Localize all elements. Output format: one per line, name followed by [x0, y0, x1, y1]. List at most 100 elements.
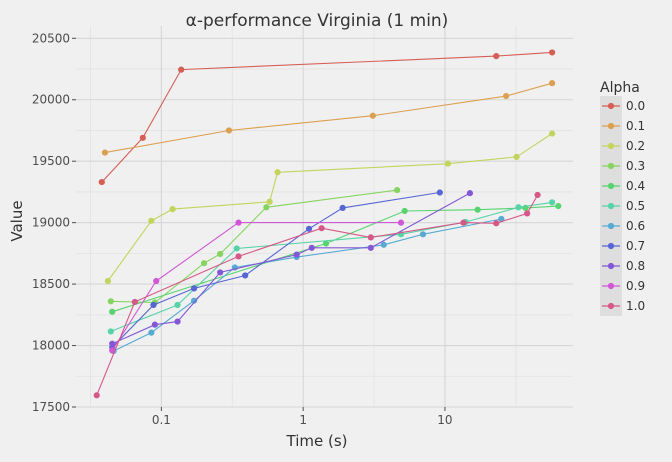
- legend-label: 0.9: [626, 279, 645, 293]
- data-point: [460, 219, 467, 226]
- data-point: [498, 215, 505, 223]
- series-0-3: [107, 186, 401, 306]
- data-point: [549, 49, 556, 56]
- data-point: [109, 340, 116, 347]
- legend-item: 0.1: [600, 116, 645, 136]
- legend-label: 0.5: [626, 199, 645, 213]
- axes-layer: 17500 18000 18500 19000 19500 20000 20500 0.1 1 1…: [32, 31, 453, 427]
- data-point: [339, 204, 346, 211]
- x-axis-title: Time (s): [286, 432, 348, 450]
- y-axis-title: Value: [8, 200, 26, 241]
- data-point: [380, 241, 387, 248]
- legend-item: 0.3: [600, 156, 645, 176]
- data-point: [493, 53, 500, 60]
- y-tick-label: 17500: [32, 400, 70, 414]
- legend-item: 1.0: [600, 296, 645, 316]
- legend-label: 0.2: [626, 139, 645, 153]
- data-point: [178, 66, 185, 73]
- legend-label: 1.0: [626, 299, 645, 313]
- data-point: [217, 269, 224, 276]
- legend-key-point: [607, 242, 615, 250]
- data-point: [549, 199, 556, 206]
- data-point: [474, 206, 481, 213]
- y-tick-label: 18500: [32, 277, 70, 291]
- legend-items: 0.0 0.1 0.2 0.3 0.4 0.5 0.6 0.7 0.8 0.9 1.0: [600, 96, 645, 316]
- legend-label: 0.7: [626, 239, 645, 253]
- data-point: [148, 217, 155, 224]
- series-line: [111, 222, 401, 351]
- data-point: [190, 297, 198, 304]
- data-point: [98, 178, 105, 186]
- series-0-1: [101, 80, 556, 156]
- data-point: [397, 219, 405, 226]
- legend-key-point: [607, 162, 615, 170]
- series-0-8: [109, 190, 474, 347]
- data-point: [101, 149, 109, 156]
- legend-key-point: [607, 142, 615, 150]
- y-tick-label: 20500: [32, 31, 70, 45]
- legend-item: 0.4: [600, 176, 645, 196]
- data-point: [274, 169, 281, 176]
- legend-label: 0.3: [626, 159, 645, 173]
- legend-item: 0.9: [600, 276, 645, 296]
- series-0-2: [104, 130, 556, 285]
- data-point: [549, 130, 556, 137]
- data-point: [263, 204, 270, 211]
- data-point: [513, 153, 520, 160]
- legend-key-point: [607, 182, 615, 190]
- legend-item: 0.7: [600, 236, 645, 256]
- legend: Alpha 0.0 0.1 0.2 0.3 0.4 0.5 0.6 0.7 0.8 0.9 1.0: [600, 80, 645, 316]
- data-point: [394, 186, 401, 194]
- data-point: [322, 240, 330, 247]
- series-0-9: [109, 219, 405, 354]
- legend-label: 0.8: [626, 259, 645, 273]
- series-0-0: [98, 49, 556, 186]
- legend-label: 0.1: [626, 119, 645, 133]
- x-tick-label: 10: [437, 413, 452, 427]
- legend-item: 0.0: [600, 96, 645, 116]
- data-point: [107, 328, 114, 335]
- data-point: [109, 347, 116, 354]
- data-point: [131, 298, 138, 306]
- y-tick-label: 18000: [32, 339, 70, 353]
- legend-key-point: [607, 122, 615, 130]
- legend-key-point: [607, 102, 615, 110]
- data-point: [369, 112, 376, 119]
- series-line: [111, 192, 471, 345]
- data-point: [148, 329, 155, 336]
- data-point: [235, 219, 242, 226]
- legend-label: 0.0: [626, 99, 645, 113]
- legend-key-point: [607, 282, 615, 290]
- data-point: [493, 220, 500, 227]
- data-point: [104, 277, 112, 285]
- legend-label: 0.6: [626, 219, 645, 233]
- series-layer: [93, 49, 562, 399]
- data-point: [305, 225, 313, 232]
- legend-item: 0.2: [600, 136, 645, 156]
- data-point: [419, 231, 427, 238]
- data-point: [555, 202, 562, 210]
- data-point: [217, 250, 224, 258]
- legend-item: 0.5: [600, 196, 645, 216]
- legend-label: 0.4: [626, 179, 645, 193]
- data-point: [151, 321, 158, 328]
- data-point: [367, 234, 374, 241]
- data-point: [534, 191, 541, 199]
- y-tick-label: 19000: [32, 216, 70, 230]
- data-point: [225, 127, 233, 134]
- data-point: [293, 251, 300, 258]
- data-point: [318, 225, 325, 232]
- data-point: [308, 244, 315, 251]
- x-tick-label: 1: [299, 413, 307, 427]
- data-point: [174, 301, 181, 309]
- data-point: [93, 392, 100, 399]
- data-point: [503, 92, 510, 100]
- legend-item: 0.8: [600, 256, 645, 276]
- data-point: [524, 210, 531, 217]
- data-point: [107, 298, 114, 305]
- data-point: [401, 207, 408, 215]
- data-point: [190, 285, 198, 292]
- series-line: [110, 189, 398, 304]
- data-point: [233, 245, 240, 252]
